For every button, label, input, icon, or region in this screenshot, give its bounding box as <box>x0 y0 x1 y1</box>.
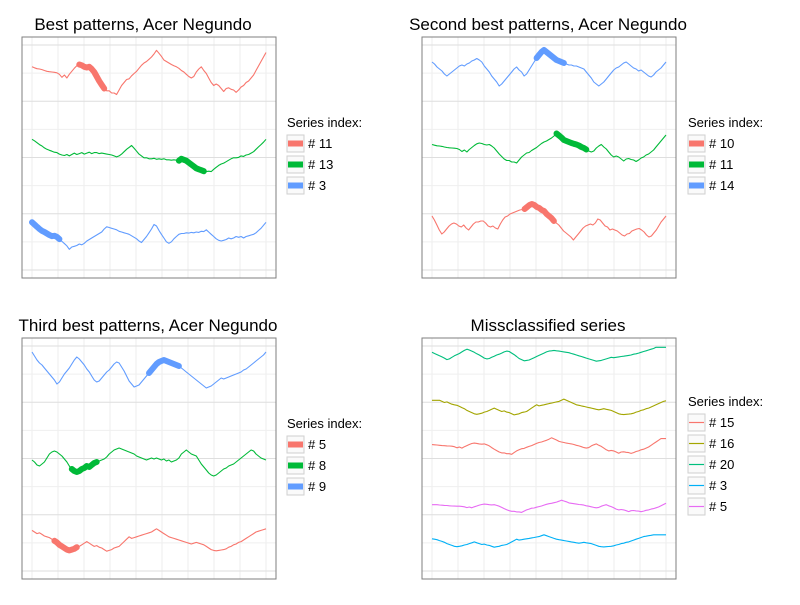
legend-item: # 5 <box>286 435 326 454</box>
panel-4: Missclassified series Series index: # 15 # … <box>421 316 763 580</box>
series-line-3 <box>431 534 666 548</box>
plot-frame <box>21 337 277 580</box>
plot-frame <box>421 36 677 279</box>
legend-label: # 16 <box>709 436 734 451</box>
pattern-highlight-11 <box>553 130 590 153</box>
legend-title: Series index: <box>688 115 763 130</box>
legend-label: # 15 <box>709 415 734 430</box>
legend-item: # 11 <box>687 155 733 174</box>
legend-item: # 13 <box>286 155 333 174</box>
legend-label: # 20 <box>709 457 734 472</box>
pattern-highlight-11 <box>76 61 108 92</box>
legend-item: # 10 <box>687 134 734 153</box>
legend-item: # 11 <box>286 134 332 153</box>
plot-frame <box>421 337 677 580</box>
series-line-16 <box>432 398 667 416</box>
chart-title: Second best patterns, Acer Negundo <box>409 15 687 34</box>
panel-3: Third best patterns, Acer Negundo Series … <box>19 316 362 580</box>
legend-item: # 16 <box>687 434 734 453</box>
legend-item: # 8 <box>286 456 326 475</box>
legend-item: # 15 <box>687 413 734 432</box>
pattern-highlight-8 <box>68 459 100 475</box>
legend-label: # 13 <box>308 157 333 172</box>
pattern-highlight-13 <box>175 155 207 175</box>
pattern-highlight-10 <box>521 201 557 224</box>
pattern-highlight-9 <box>146 357 182 376</box>
pattern-highlight-14 <box>533 47 567 66</box>
series-line-5 <box>432 499 667 513</box>
legend-item: # 9 <box>286 477 326 496</box>
legend-item: # 3 <box>286 176 326 195</box>
legend-item: # 20 <box>687 455 734 474</box>
pattern-highlight-3 <box>29 219 63 243</box>
legend-item: # 5 <box>687 497 727 516</box>
legend-label: # 11 <box>709 157 733 172</box>
legend-label: # 3 <box>308 178 326 193</box>
panel-2: Second best patterns, Acer Negundo Series… <box>409 15 763 279</box>
series-line-13 <box>31 138 267 173</box>
legend-label: # 8 <box>308 458 326 473</box>
legend-title: Series index: <box>287 416 362 431</box>
legend-title: Series index: <box>287 115 362 130</box>
series-line-11 <box>431 132 667 164</box>
chart-title: Best patterns, Acer Negundo <box>34 15 251 34</box>
legend-title: Series index: <box>688 394 763 409</box>
plot-frame <box>21 36 277 279</box>
legend-label: # 5 <box>308 437 326 452</box>
series-line-11 <box>31 49 267 96</box>
legend-label: # 10 <box>709 136 734 151</box>
series-line-15 <box>431 437 666 455</box>
legend-label: # 3 <box>709 478 727 493</box>
pattern-highlight-5 <box>51 537 80 554</box>
panel-1: Best patterns, Acer Negundo Series index:… <box>21 15 362 279</box>
series-line-20 <box>431 346 666 362</box>
legend-label: # 9 <box>308 479 326 494</box>
chart-title: Third best patterns, Acer Negundo <box>19 316 278 335</box>
legend-label: # 14 <box>709 178 734 193</box>
series-line-3 <box>31 221 267 250</box>
chart-title: Missclassified series <box>471 316 626 335</box>
legend-item: # 3 <box>687 476 727 495</box>
legend-label: # 11 <box>308 136 332 151</box>
legend-label: # 5 <box>709 499 727 514</box>
legend-item: # 14 <box>687 176 734 195</box>
